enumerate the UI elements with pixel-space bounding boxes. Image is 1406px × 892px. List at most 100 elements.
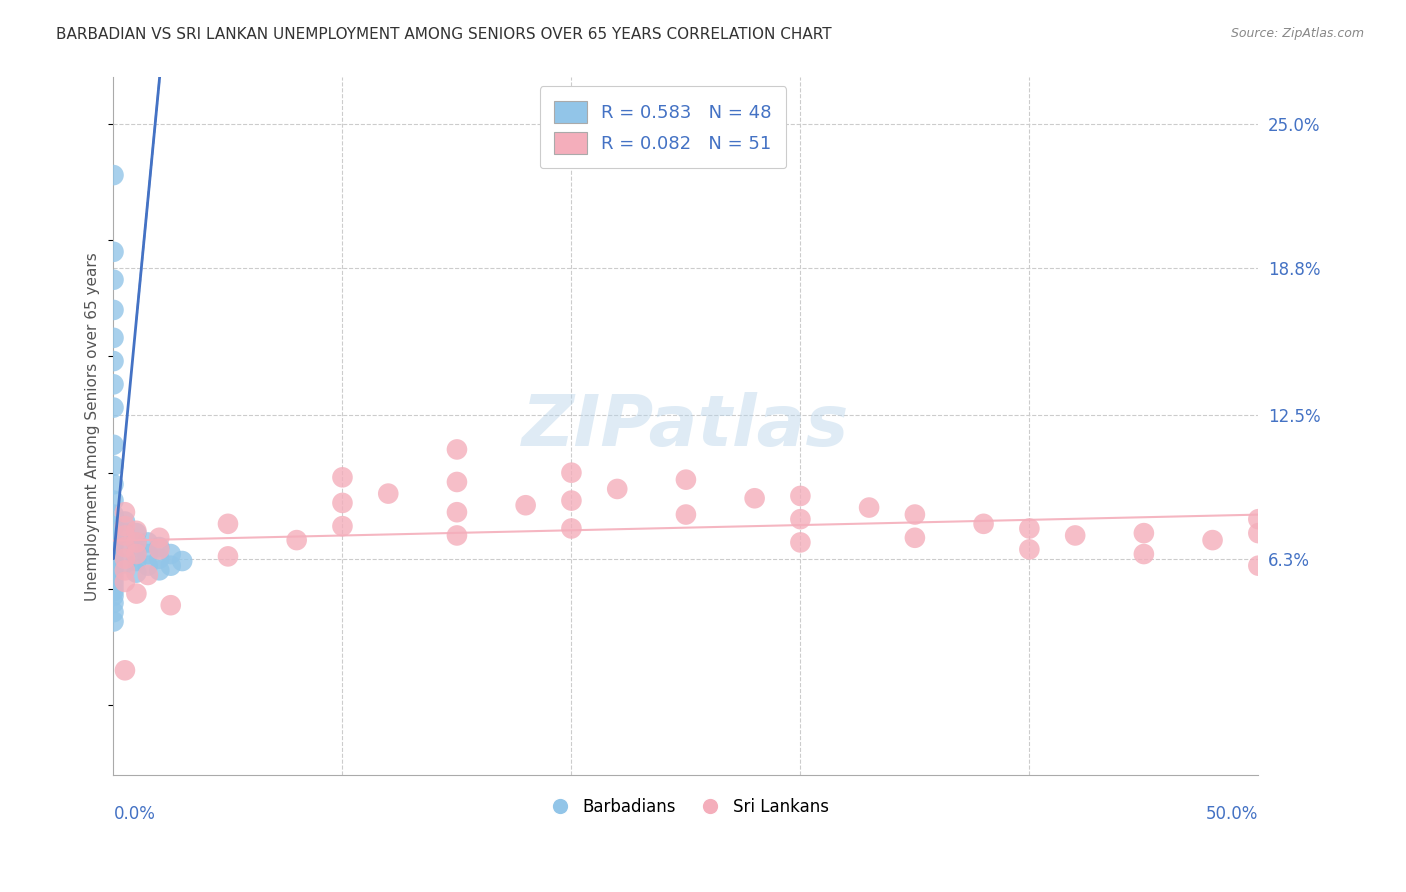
Point [125,535,148,549]
Point [744,491,766,506]
Point [789,535,811,549]
Point [125,554,148,568]
Point [1247,512,1270,526]
Text: ZIPatlas: ZIPatlas [522,392,849,460]
Point [103,538,125,552]
Point [103,584,125,599]
Point [1133,526,1156,541]
Point [148,551,170,566]
Point [1133,547,1156,561]
Point [159,558,181,573]
Point [103,377,125,392]
Point [103,605,125,619]
Point [1201,533,1223,547]
Point [125,545,148,559]
Point [125,526,148,541]
Point [125,586,148,600]
Point [103,542,125,557]
Point [159,547,181,561]
Point [114,663,136,677]
Point [973,516,995,531]
Point [103,273,125,287]
Point [114,551,136,566]
Point [103,302,125,317]
Point [103,615,125,629]
Point [332,470,354,484]
Point [114,526,136,541]
Point [114,528,136,542]
Point [103,547,125,561]
Point [1018,542,1040,557]
Point [103,551,125,566]
Point [446,528,468,542]
Point [103,354,125,368]
Point [125,566,148,580]
Point [103,570,125,584]
Point [515,498,537,512]
Point [103,580,125,594]
Point [789,489,811,503]
Point [136,558,159,573]
Point [103,401,125,415]
Point [332,496,354,510]
Point [114,557,136,571]
Point [103,589,125,603]
Point [446,442,468,457]
Point [332,519,354,533]
Point [217,549,239,564]
Point [114,540,136,554]
Point [114,515,136,529]
Point [148,531,170,545]
Point [103,477,125,491]
Point [114,540,136,554]
Point [103,244,125,259]
Point [103,168,125,182]
Text: Source: ZipAtlas.com: Source: ZipAtlas.com [1230,27,1364,40]
Text: 0.0%: 0.0% [114,805,156,823]
Point [114,519,136,533]
Point [1018,521,1040,535]
Text: BARBADIAN VS SRI LANKAN UNEMPLOYMENT AMONG SENIORS OVER 65 YEARS CORRELATION CHA: BARBADIAN VS SRI LANKAN UNEMPLOYMENT AMO… [56,27,832,42]
Point [125,547,148,561]
Point [560,493,582,508]
Point [148,542,170,557]
Point [858,500,880,515]
Point [675,473,697,487]
Point [103,596,125,610]
Point [148,540,170,554]
Point [114,574,136,589]
Point [1247,526,1270,541]
Point [103,493,125,508]
Point [159,598,181,612]
Point [136,547,159,561]
Point [789,512,811,526]
Point [103,528,125,542]
Point [606,482,628,496]
Point [377,486,399,500]
Point [904,508,927,522]
Text: 50.0%: 50.0% [1206,805,1258,823]
Point [675,508,697,522]
Point [125,535,148,549]
Point [103,438,125,452]
Point [148,563,170,577]
Point [103,574,125,589]
Point [285,533,308,547]
Point [125,524,148,538]
Point [1247,558,1270,573]
Point [103,566,125,580]
Point [103,508,125,522]
Point [136,568,159,582]
Point [136,535,159,549]
Point [103,458,125,473]
Point [172,554,194,568]
Point [904,531,927,545]
Point [446,475,468,489]
Point [114,563,136,577]
Point [103,331,125,345]
Point [217,516,239,531]
Point [103,561,125,575]
Point [114,505,136,519]
Point [1064,528,1087,542]
Point [103,557,125,571]
